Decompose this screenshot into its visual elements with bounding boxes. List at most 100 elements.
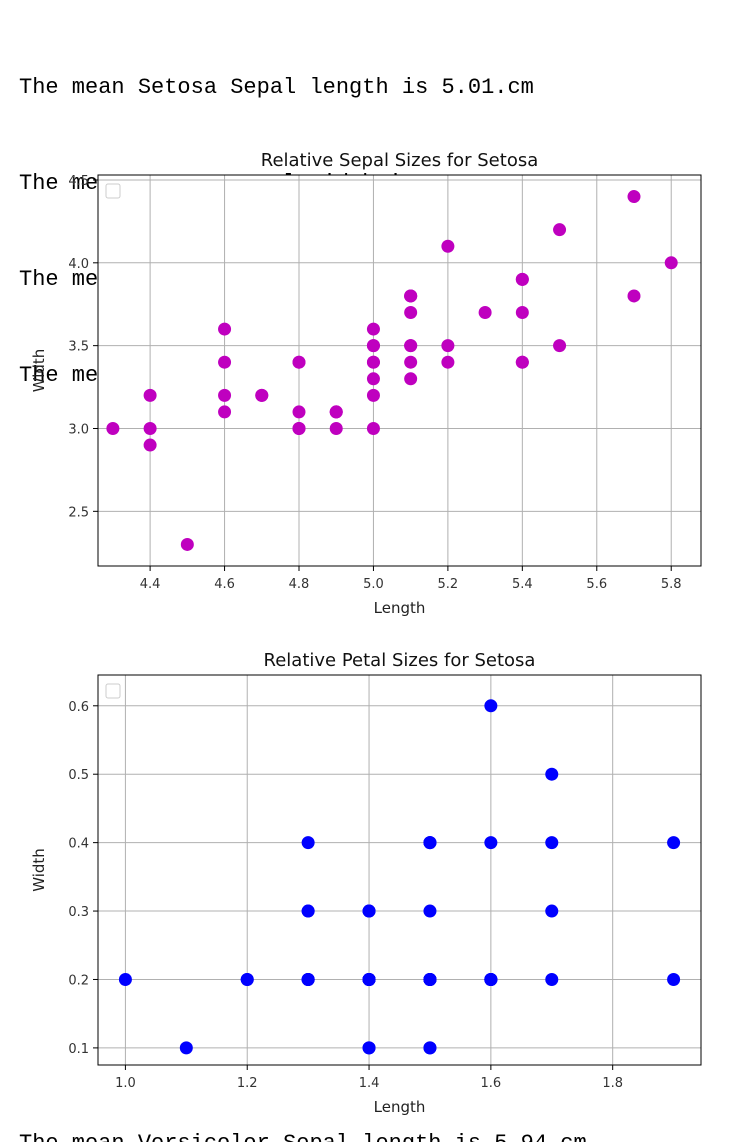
data-point — [329, 405, 343, 419]
data-point — [362, 1041, 376, 1055]
data-point — [118, 972, 132, 986]
data-point — [667, 972, 681, 986]
y-axis-label: Width — [30, 848, 48, 892]
plot-frame — [97, 674, 702, 1066]
data-point — [106, 421, 120, 435]
data-point — [423, 972, 437, 986]
y-tick-label: 2.5 — [68, 505, 89, 520]
data-point — [664, 256, 678, 270]
data-point — [301, 836, 315, 850]
x-tick-label: 4.8 — [289, 577, 310, 592]
chart-title: Relative Sepal Sizes for Setosa — [261, 150, 539, 171]
data-point — [667, 836, 681, 850]
y-tick-label: 0.2 — [68, 973, 89, 988]
data-point — [553, 339, 567, 353]
output-line-partial: The mean Versicolor Sepal length is 5.94… — [19, 1128, 587, 1142]
data-point — [404, 372, 418, 386]
data-point — [362, 972, 376, 986]
data-point — [515, 272, 529, 286]
data-point — [292, 405, 306, 419]
data-point — [627, 190, 641, 204]
y-tick-label: 4.0 — [68, 257, 89, 272]
plot-area — [98, 175, 701, 566]
y-tick-label: 3.5 — [68, 340, 89, 355]
x-tick-label: 1.2 — [237, 1076, 258, 1091]
legend-box — [105, 183, 121, 199]
data-point — [362, 904, 376, 918]
data-point — [478, 306, 492, 320]
data-point — [366, 421, 380, 435]
data-point — [366, 322, 380, 336]
x-tick-label: 1.6 — [481, 1076, 502, 1091]
data-point — [366, 388, 380, 402]
data-point — [545, 836, 559, 850]
y-tick-label: 0.6 — [68, 700, 89, 715]
x-tick-label: 5.4 — [512, 577, 533, 592]
y-tick-label: 0.3 — [68, 905, 89, 920]
data-point — [218, 388, 232, 402]
data-point — [329, 421, 343, 435]
data-point — [484, 836, 498, 850]
y-tick-label: 0.1 — [68, 1042, 89, 1057]
data-point — [366, 355, 380, 369]
data-point — [404, 339, 418, 353]
x-tick-label: 5.6 — [586, 577, 607, 592]
x-tick-label: 1.0 — [115, 1076, 136, 1091]
data-point — [366, 372, 380, 386]
data-point — [441, 355, 455, 369]
x-axis-label: Length — [374, 599, 426, 617]
x-tick-label: 5.2 — [438, 577, 459, 592]
data-point — [218, 355, 232, 369]
sepal-scatter-chart: 4.4 4.6 4.8 5.0 5.2 5.4 5.6 5.8 2.5 3.0 3.5 4.0 4.5 R… — [30, 150, 702, 617]
data-point — [627, 289, 641, 303]
data-point — [366, 339, 380, 353]
data-point — [292, 421, 306, 435]
data-point — [143, 388, 157, 402]
plot-area — [98, 675, 701, 1065]
data-point — [423, 904, 437, 918]
y-tick-label: 3.0 — [68, 422, 89, 437]
data-point — [545, 904, 559, 918]
data-point — [179, 1041, 193, 1055]
y-tick-label: 4.5 — [68, 174, 89, 189]
data-point — [404, 289, 418, 303]
data-point — [545, 972, 559, 986]
x-tick-label: 5.0 — [363, 577, 384, 592]
data-point — [441, 239, 455, 253]
plot-frame — [97, 174, 702, 567]
data-point — [143, 421, 157, 435]
x-tick-label: 1.4 — [359, 1076, 380, 1091]
y-axis-label: Width — [30, 349, 48, 393]
data-point — [218, 322, 232, 336]
data-point — [143, 438, 157, 452]
data-point — [484, 972, 498, 986]
data-point — [240, 972, 254, 986]
x-tick-label: 4.4 — [140, 577, 161, 592]
data-point — [553, 223, 567, 237]
data-point — [301, 972, 315, 986]
data-point — [484, 699, 498, 713]
data-point — [441, 339, 455, 353]
data-point — [292, 355, 306, 369]
data-point — [218, 405, 232, 419]
data-point — [404, 355, 418, 369]
data-point — [545, 767, 559, 781]
data-point — [301, 904, 315, 918]
y-tick-label: 0.4 — [68, 837, 89, 852]
chart-title: Relative Petal Sizes for Setosa — [264, 650, 536, 671]
output-line: The mean Setosa Sepal length is 5.01.cm — [19, 75, 534, 100]
x-tick-label: 5.8 — [661, 577, 682, 592]
data-point — [423, 1041, 437, 1055]
data-point — [255, 388, 269, 402]
x-axis-label: Length — [374, 1098, 426, 1116]
petal-scatter-chart: 1.0 1.2 1.4 1.6 1.8 0.1 0.2 0.3 0.4 0.5 0.6 Relativ… — [30, 650, 702, 1116]
legend-box — [105, 683, 121, 699]
data-point — [180, 537, 194, 551]
data-point — [423, 836, 437, 850]
data-point — [515, 306, 529, 320]
x-tick-label: 4.6 — [214, 577, 235, 592]
y-tick-label: 0.5 — [68, 768, 89, 783]
x-tick-label: 1.8 — [602, 1076, 623, 1091]
data-point — [515, 355, 529, 369]
data-point — [404, 306, 418, 320]
